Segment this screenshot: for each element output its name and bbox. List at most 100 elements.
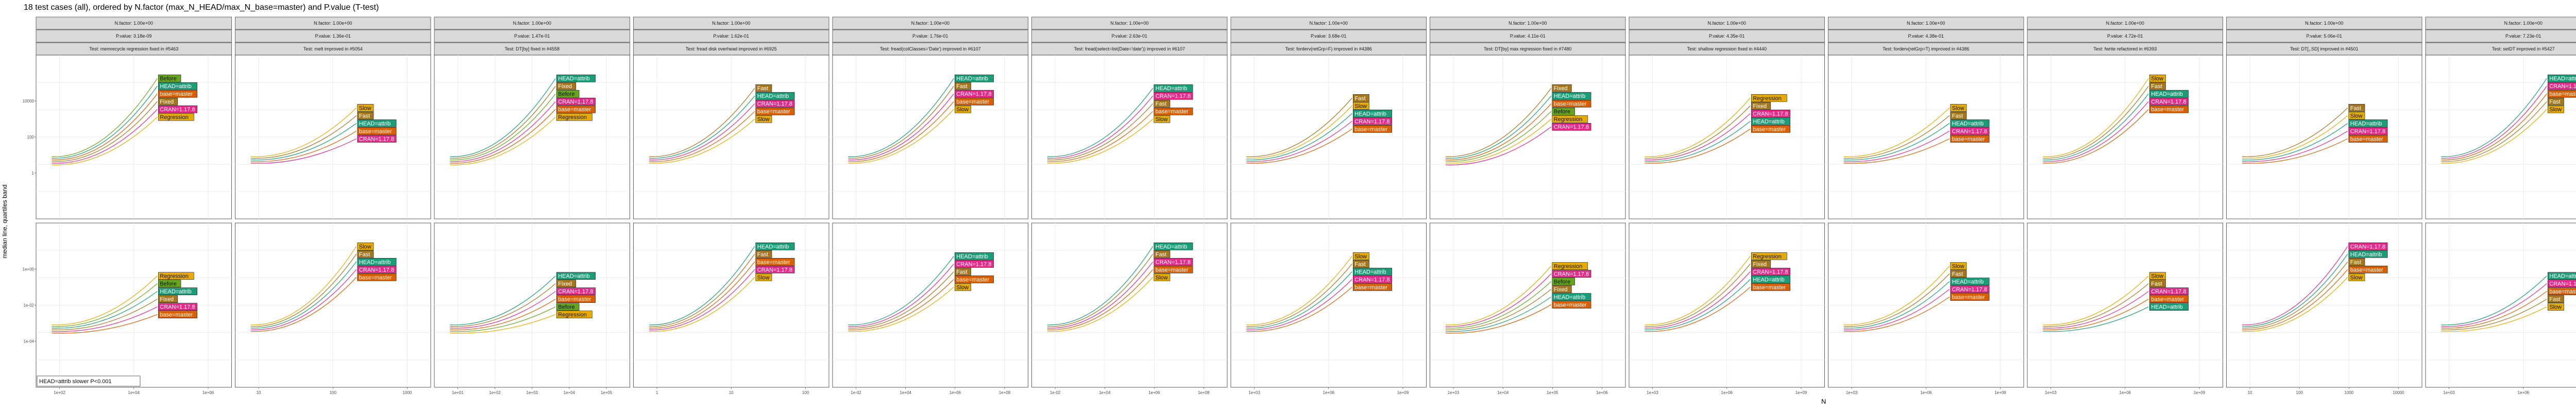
series-label: Slow — [2549, 107, 2562, 113]
strip-p-value-box — [235, 29, 431, 43]
strip-p-value-box — [36, 29, 232, 43]
series-label-box — [1751, 102, 1771, 110]
series-label-box — [1751, 268, 1790, 276]
series-line — [1047, 246, 1154, 325]
series-label: Regression — [558, 312, 587, 318]
strip-p-value-box — [434, 29, 630, 43]
x-tick-label: 10 — [2248, 390, 2252, 395]
strip-test: Test: forderv(retGrp=F) improved in #438… — [1285, 46, 1372, 52]
series-line — [1047, 261, 1154, 329]
x-tick-label: 1e+04 — [564, 390, 575, 395]
strip-test-box — [1629, 42, 1825, 56]
series-label-box — [2348, 273, 2365, 281]
strip-p-value-box — [1230, 29, 1427, 43]
series-label-box — [1950, 262, 1967, 270]
series-label: base=master — [956, 99, 989, 105]
strip-test: Test: fread(colClasses='Date') improved … — [880, 46, 981, 52]
series-label-box — [2149, 303, 2189, 311]
x-tick-label: 1e+06 — [1323, 390, 1335, 395]
strip-test: Test: DT[by] max regression fixed in #74… — [1484, 46, 1572, 52]
series-label: base=master — [558, 297, 591, 303]
x-tick-label: 1e+09 — [2194, 390, 2206, 395]
annotation-text: HEAD=attrib slower P<0.001 — [39, 379, 112, 385]
series-label: Fixed — [558, 83, 572, 90]
series-label: CRAN=1.17.8 — [558, 289, 593, 295]
series-label-box — [2348, 127, 2388, 135]
series-label: CRAN=1.17.8 — [1753, 269, 1788, 275]
series-label: base=master — [2549, 91, 2576, 97]
series-line — [1445, 88, 1552, 157]
series-label-box — [2547, 272, 2576, 280]
series-label: CRAN=1.17.8 — [160, 304, 195, 311]
series-label: Fixed — [160, 297, 174, 303]
series-line — [52, 93, 158, 161]
series-label: HEAD=attrib — [956, 253, 988, 260]
x-tick-label: 1e+03 — [1448, 390, 1460, 395]
series-label-box — [158, 90, 197, 98]
strip-test-box — [1230, 42, 1427, 56]
strip-n-factor-box — [1031, 16, 1228, 30]
series-label-box — [2547, 287, 2576, 296]
series-line — [1246, 264, 1352, 327]
series-label: CRAN=1.17.8 — [2350, 128, 2385, 134]
series-label-box — [1154, 250, 1171, 258]
series-line — [2441, 78, 2547, 157]
series-line — [1445, 289, 1552, 331]
strip-n-factor: N.factor: 1.00e+00 — [314, 21, 352, 26]
strip-test: Test: melt improved in #5054 — [303, 46, 363, 52]
series-label-box — [357, 273, 397, 281]
strip-n-factor-box — [633, 16, 829, 30]
strip-test-box — [633, 42, 829, 56]
series-label-box — [1552, 123, 1591, 131]
strip-p-value: P.value: 4.38e-01 — [1908, 33, 1944, 39]
strip-p-value-box — [2027, 29, 2223, 43]
series-label: Slow — [2151, 273, 2163, 280]
x-tick-label: 1e+04 — [1099, 390, 1111, 395]
x-tick-label: 1000 — [403, 390, 412, 395]
strip-p-value: P.value: 5.06e-01 — [2307, 33, 2342, 39]
strip-n-factor: N.factor: 1.00e+00 — [1708, 21, 1746, 26]
strip-p-value: P.value: 7.23e-01 — [2505, 33, 2541, 39]
series-label: Before — [1554, 279, 1570, 285]
series-label: HEAD=attrib — [1554, 93, 1585, 99]
series-line — [2242, 269, 2348, 330]
series-line — [848, 264, 954, 327]
x-tick-label: 1e+03 — [2045, 390, 2057, 395]
series-line — [52, 291, 158, 329]
series-label-box — [357, 112, 374, 119]
series-label-box — [2547, 74, 2576, 82]
series-line — [1445, 297, 1552, 332]
series-line — [649, 103, 755, 161]
series-label: CRAN=1.17.8 — [757, 267, 792, 273]
series-label: base=master — [160, 312, 193, 318]
series-label-box — [1751, 110, 1790, 117]
series-line — [1645, 256, 1751, 325]
series-label-box — [1751, 117, 1790, 125]
series-label: HEAD=attrib — [956, 76, 988, 82]
series-label-box — [1950, 293, 1990, 301]
strip-n-factor: N.factor: 1.00e+00 — [1907, 21, 1945, 26]
series-label-box — [954, 260, 994, 268]
series-label-box — [158, 113, 194, 121]
series-line — [250, 107, 357, 157]
series-line — [1645, 128, 1751, 164]
series-label: Fast — [359, 251, 370, 258]
series-label: HEAD=attrib — [2549, 273, 2576, 280]
series-line — [1645, 264, 1751, 327]
series-label-box — [954, 82, 971, 90]
strip-p-value-box — [832, 29, 1028, 43]
series-label-box — [556, 74, 596, 82]
series-label: Slow — [359, 244, 371, 250]
strip-test: Test: DT[by] fixed in #4558 — [504, 46, 560, 52]
series-label-box — [1154, 115, 1171, 123]
strip-n-factor: N.factor: 1.00e+00 — [1509, 21, 1547, 26]
strip-test-box — [434, 42, 630, 56]
series-label: Fast — [2151, 281, 2162, 287]
series-label: base=master — [2151, 297, 2184, 303]
annotation-box — [37, 375, 141, 387]
series-line — [1645, 113, 1751, 161]
series-label-box — [2348, 265, 2388, 273]
facet-panel: N.factor: 1.00e+00 P.value: 2.63e-01 Test:… — [1031, 16, 1228, 395]
series-label: CRAN=1.17.8 — [359, 267, 394, 273]
